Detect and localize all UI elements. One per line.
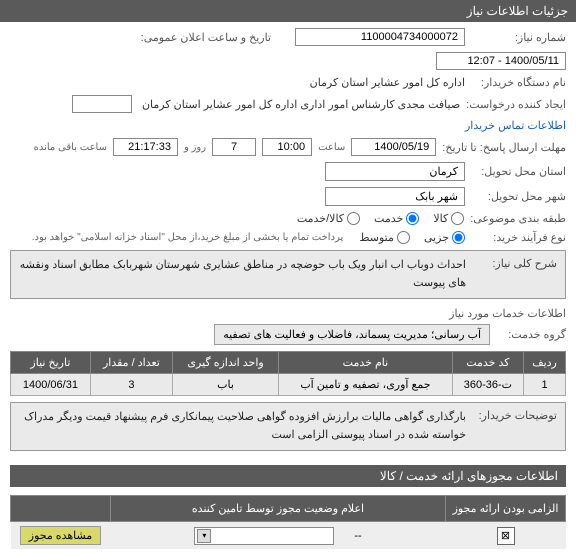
row-buyer-org: نام دستگاه خریدار: اداره کل امور عشایر ا… xyxy=(10,76,566,89)
days-left: 7 xyxy=(212,138,256,156)
deadline-time: 10:00 xyxy=(262,138,312,156)
auth-col-empty xyxy=(11,496,111,522)
deadline-date: 1400/05/19 xyxy=(351,138,436,156)
service-group-label: گروه خدمت: xyxy=(496,328,566,341)
remain-time: 21:17:33 xyxy=(113,138,178,156)
requester-value: صیافت مجدی کارشناس امور اداری اداره کل ا… xyxy=(142,98,460,111)
auth-col-mandatory: الزامی بودن ارائه مجوز xyxy=(446,496,566,522)
buyer-notes-text: بارگذاری گواهی مالیات برارزش افزوده گواه… xyxy=(19,409,466,444)
radio-jozi-label: جزیی xyxy=(424,231,449,244)
buyer-contact-link[interactable]: اطلاعات تماس خریدار xyxy=(465,119,566,132)
col-unit: واحد اندازه گیری xyxy=(172,352,278,374)
row-service-group: گروه خدمت: آب رسانی؛ مدیریت پسماند، فاضل… xyxy=(10,324,566,345)
need-title-text: احداث دوباب اب انبار ویک باب حوضچه در من… xyxy=(19,257,466,292)
cell-name: جمع آوری، تصفیه و تامین آب xyxy=(279,374,452,396)
subject-type-radios: کالا خدمت کالا/خدمت xyxy=(297,212,464,225)
city-value: شهر بابک xyxy=(325,187,465,206)
radio-jozi[interactable] xyxy=(452,231,465,244)
province-value: کرمان xyxy=(325,162,465,181)
page-header: جزئیات اطلاعات نیاز xyxy=(0,0,576,22)
col-name: نام خدمت xyxy=(279,352,452,374)
need-number-value: 1100004734000072 xyxy=(295,28,465,46)
day-label: روز و xyxy=(184,142,206,153)
row-need-number: شماره نیاز: 1100004734000072 تاریخ و ساع… xyxy=(10,28,566,70)
requester-label: ایجاد کننده درخواست: xyxy=(466,98,566,111)
cell-code: ت-36-360 xyxy=(452,374,523,396)
radio-khadamat-label: خدمت xyxy=(374,212,403,225)
view-permit-button[interactable]: مشاهده مجوز xyxy=(20,526,101,545)
announce-date-label: تاریخ و ساعت اعلان عمومی: xyxy=(141,31,271,44)
main-content: شماره نیاز: 1100004734000072 تاریخ و ساع… xyxy=(0,22,576,555)
page-title: جزئیات اطلاعات نیاز xyxy=(467,4,568,18)
status-dash: -- xyxy=(354,530,361,542)
auth-status-cell: -- ▾ xyxy=(111,522,446,550)
time-label: ساعت xyxy=(318,142,345,153)
services-header: اطلاعات خدمات مورد نیاز xyxy=(10,307,566,320)
radio-kala[interactable] xyxy=(451,212,464,225)
row-proc-type: نوع فرآیند خرید: جزیی متوسط پرداخت تمام … xyxy=(10,231,566,244)
cell-row: 1 xyxy=(524,374,566,396)
need-title-label: شرح کلی نیاز: xyxy=(472,257,557,292)
proc-type-label: نوع فرآیند خرید: xyxy=(471,231,566,244)
proc-note: پرداخت تمام یا بخشی از مبلغ خرید،از محل … xyxy=(32,232,344,243)
buyer-org-label: نام دستگاه خریدار: xyxy=(471,76,566,89)
buyer-org-value: اداره کل امور عشایر استان کرمان xyxy=(310,76,465,89)
auth-mandatory-cell: ⊠ xyxy=(446,522,566,550)
radio-motavaset[interactable] xyxy=(397,231,410,244)
row-city: شهر محل تحویل: شهر بابک xyxy=(10,187,566,206)
table-row: 1 ت-36-360 جمع آوری، تصفیه و تامین آب با… xyxy=(11,374,566,396)
radio-khadamat[interactable] xyxy=(406,212,419,225)
need-number-label: شماره نیاز: xyxy=(471,31,566,44)
auth-table: الزامی بودن ارائه مجوز اعلام وضعیت مجوز … xyxy=(10,495,566,549)
services-table: ردیف کد خدمت نام خدمت واحد اندازه گیری ت… xyxy=(10,351,566,396)
col-row: ردیف xyxy=(524,352,566,374)
announce-date-value: 1400/05/11 - 12:07 xyxy=(436,52,566,70)
row-subject-type: طبقه بندی موضوعی: کالا خدمت کالا/خدمت xyxy=(10,212,566,225)
cell-needdate: 1400/06/31 xyxy=(11,374,91,396)
col-qty: تعداد / مقدار xyxy=(90,352,172,374)
row-requester: ایجاد کننده درخواست: صیافت مجدی کارشناس … xyxy=(10,95,566,132)
remain-label: ساعت باقی مانده xyxy=(34,142,107,153)
contact-box xyxy=(72,95,132,113)
auth-action-cell: مشاهده مجوز xyxy=(11,522,111,550)
auth-section-header: اطلاعات مجوزهای ارائه خدمت / کالا xyxy=(10,465,566,487)
cell-qty: 3 xyxy=(90,374,172,396)
auth-col-status: اعلام وضعیت مجوز توسط تامین کننده xyxy=(111,496,446,522)
auth-row: ⊠ -- ▾ مشاهده مجوز xyxy=(11,522,566,550)
province-label: استان محل تحویل: xyxy=(471,165,566,178)
cell-unit: باب xyxy=(172,374,278,396)
col-needdate: تاریخ نیاز xyxy=(11,352,91,374)
row-province: استان محل تحویل: کرمان xyxy=(10,162,566,181)
status-dropdown[interactable]: ▾ xyxy=(194,527,334,545)
buyer-notes-box: توضیحات خریدار: بارگذاری گواهی مالیات بر… xyxy=(10,402,566,451)
subject-type-label: طبقه بندی موضوعی: xyxy=(470,212,566,225)
radio-motavaset-label: متوسط xyxy=(359,231,394,244)
service-group-value: آب رسانی؛ مدیریت پسماند، فاضلاب و فعالیت… xyxy=(214,324,490,345)
chevron-down-icon: ▾ xyxy=(197,529,211,543)
mandatory-checkbox[interactable]: ⊠ xyxy=(497,527,515,545)
radio-kala-label: کالا xyxy=(433,212,448,225)
proc-type-radios: جزیی متوسط xyxy=(359,231,465,244)
radio-kalakhadamat-label: کالا/خدمت xyxy=(297,212,344,225)
deadline-label: مهلت ارسال پاسخ: تا تاریخ: xyxy=(442,141,566,154)
buyer-notes-label: توضیحات خریدار: xyxy=(472,409,557,444)
col-code: کد خدمت xyxy=(452,352,523,374)
row-deadline: مهلت ارسال پاسخ: تا تاریخ: 1400/05/19 سا… xyxy=(10,138,566,156)
radio-kalakhadamat[interactable] xyxy=(347,212,360,225)
need-title-box: شرح کلی نیاز: احداث دوباب اب انبار ویک ب… xyxy=(10,250,566,299)
city-label: شهر محل تحویل: xyxy=(471,190,566,203)
